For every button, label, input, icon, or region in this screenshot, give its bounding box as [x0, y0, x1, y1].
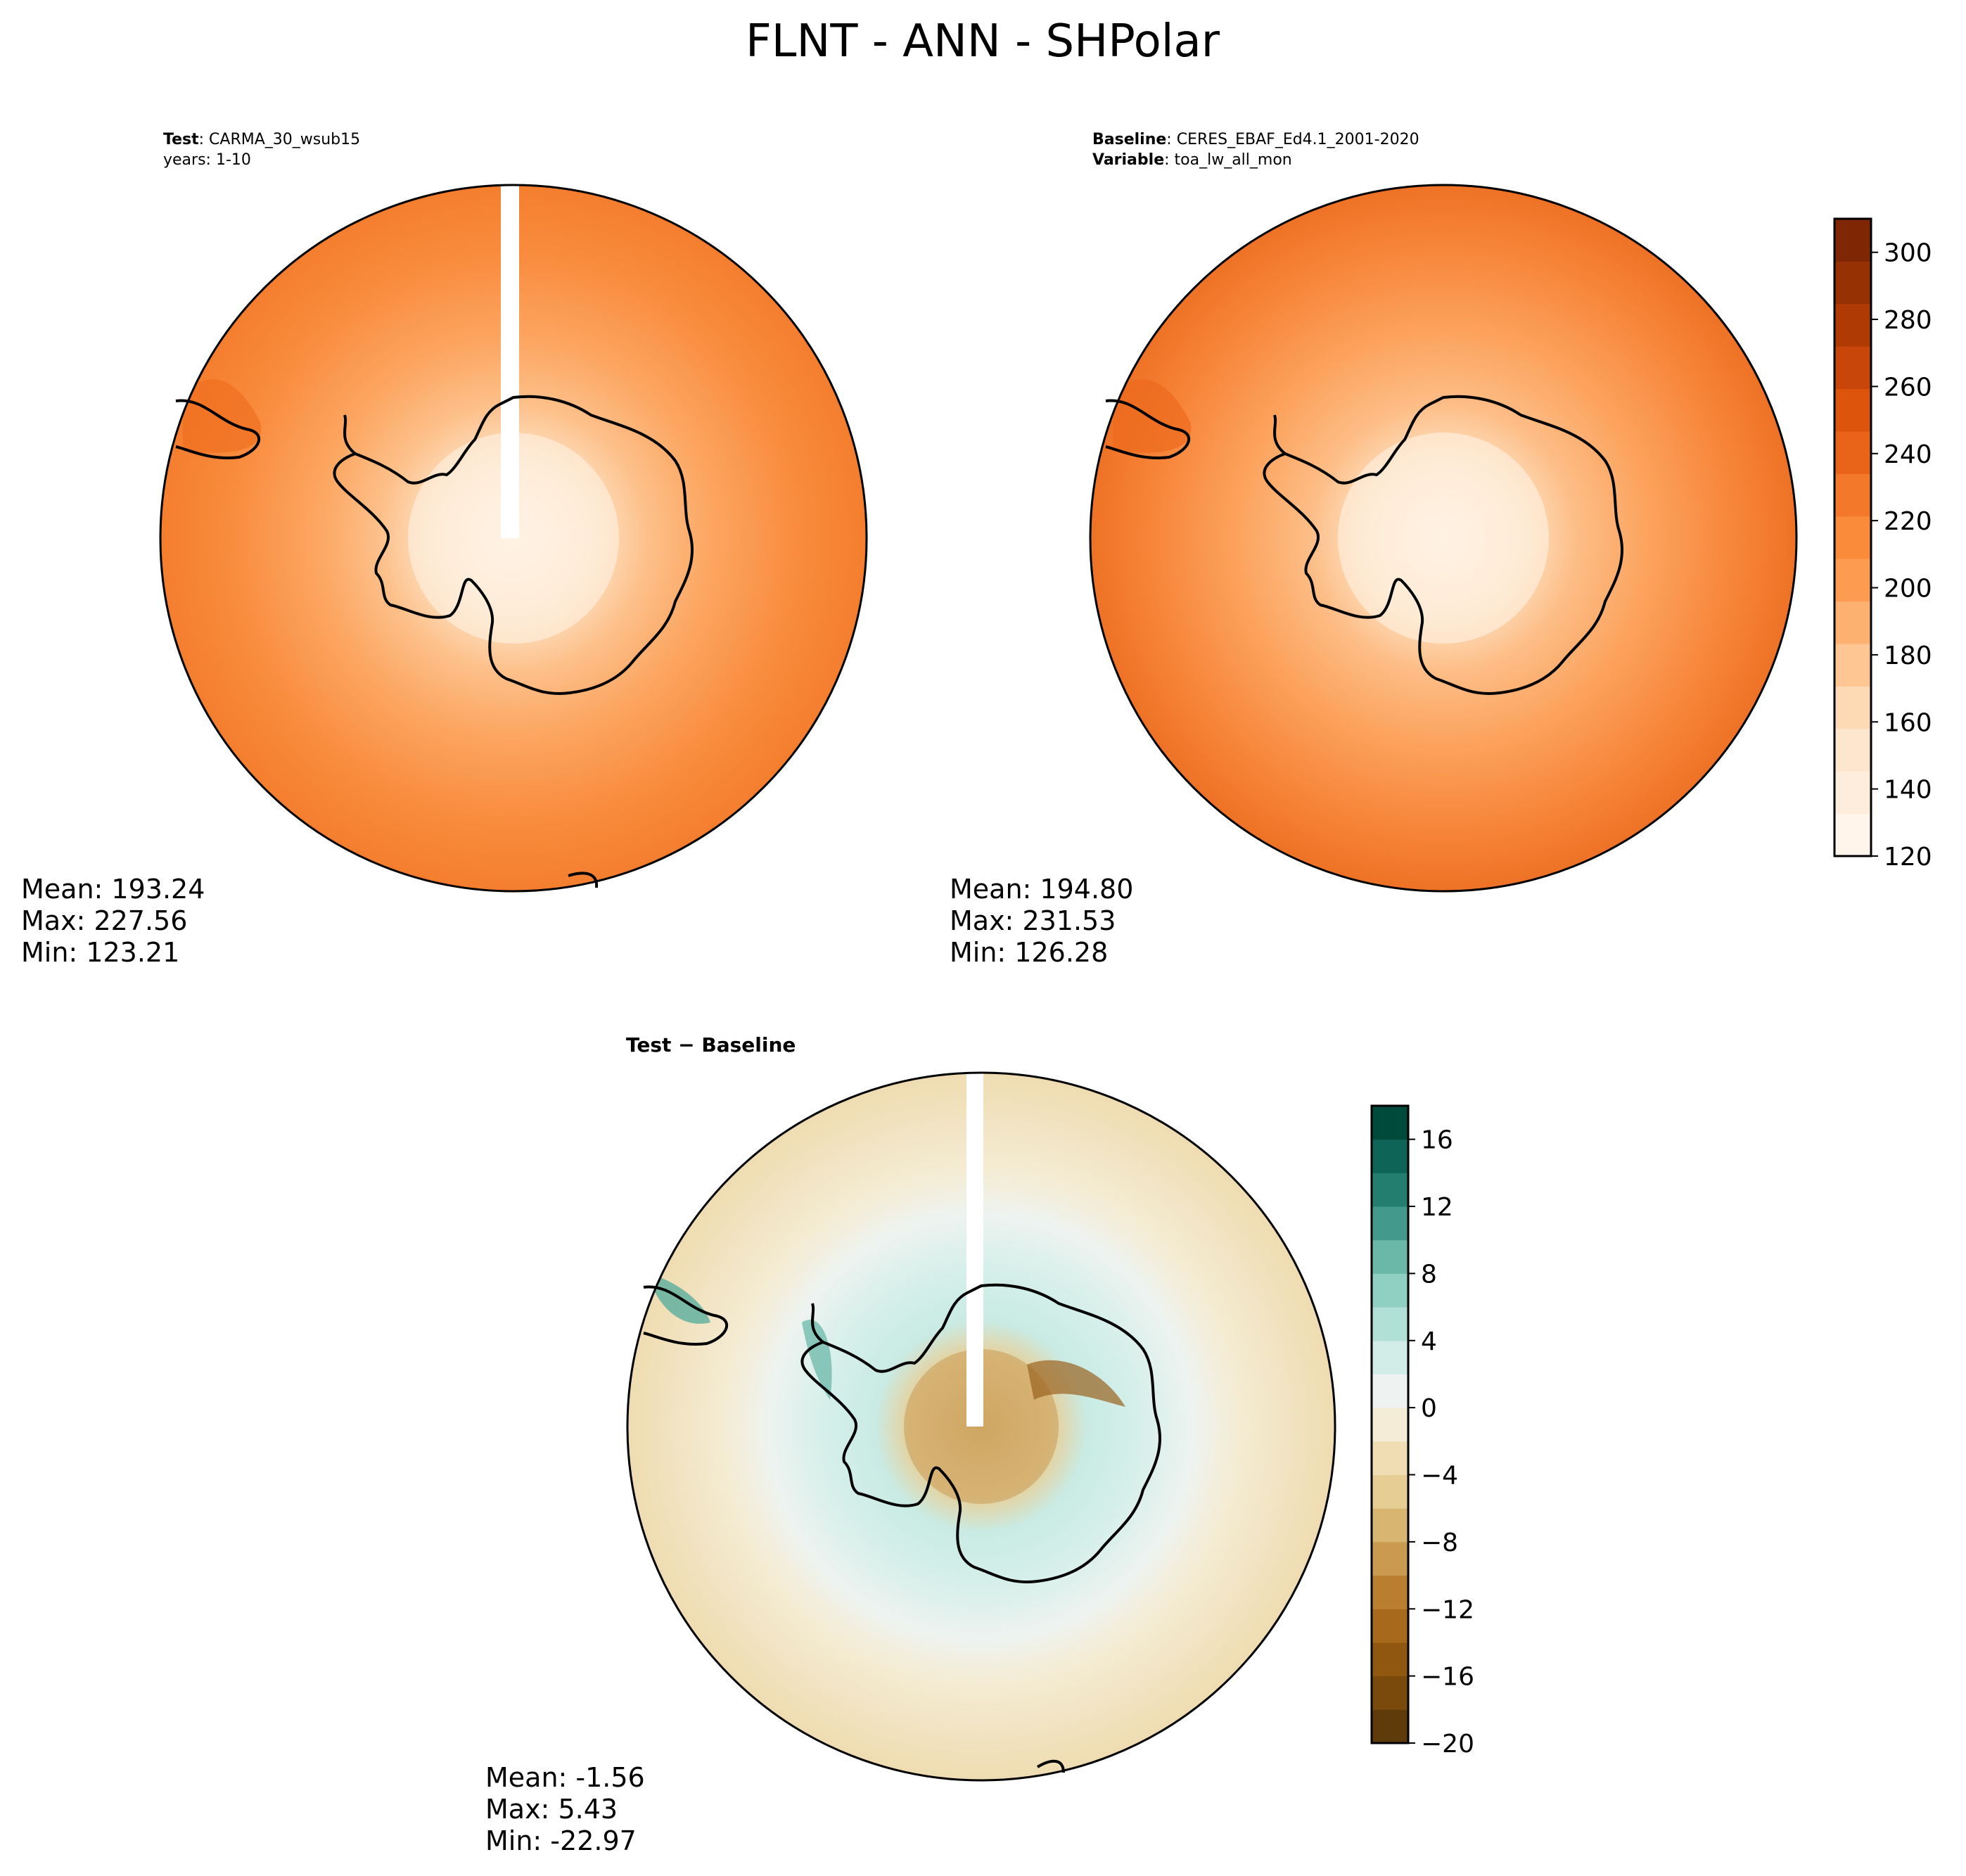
difference-colorbar-tick-label: −4	[1421, 1462, 1458, 1491]
difference-colorbar-segment	[1372, 1139, 1408, 1173]
main-colorbar-tick-label: 300	[1884, 239, 1932, 268]
difference-colorbar-segment	[1372, 1307, 1408, 1341]
baseline-min: Min: 126.28	[950, 937, 1108, 968]
baseline-map-border	[1089, 184, 1798, 893]
svg-text:Mean: -1.56 Max: 5.43: Mean: -1.56 Max: 5.43 Min: -22.97	[485, 1762, 653, 1856]
main-colorbar-segment	[1834, 728, 1871, 772]
difference-colorbar-segment	[1372, 1106, 1408, 1140]
main-colorbar-segment	[1834, 771, 1871, 815]
main-colorbar-tick-label: 240	[1884, 440, 1932, 469]
svg-text:Baseline: CERES_EBAF_Ed4.1_200: Baseline: CERES_EBAF_Ed4.1_2001-2020	[1092, 131, 1419, 148]
main-colorbar-tick-label: 220	[1884, 507, 1932, 536]
main-colorbar-tick-label: 280	[1884, 306, 1932, 335]
difference-colorbar-tick-label: −8	[1421, 1529, 1458, 1557]
difference-colorbar-segment	[1372, 1374, 1408, 1408]
main-colorbar-tick-label: 160	[1884, 708, 1932, 737]
test-map-border	[159, 184, 868, 893]
difference-colorbar: −20 −16 −12 −8 −4 0 4 8 12 16	[1370, 1104, 1474, 1759]
svg-text:Variable: toa_lw_all_mon: Variable: toa_lw_all_mon	[1092, 151, 1292, 169]
difference-colorbar-segment	[1372, 1609, 1408, 1643]
figure-title: FLNT - ANN - SHPolar	[746, 15, 1220, 68]
main-colorbar-tick-label: 140	[1884, 776, 1932, 805]
svg-text:Mean: 193.24 Max: 227.56: Mean: 193.24 Max: 227.56 Min: 123.21	[21, 874, 213, 968]
test-label-key: Test	[163, 131, 199, 148]
difference-colorbar-segment	[1372, 1642, 1408, 1677]
difference-colorbar-tick-label: −16	[1421, 1663, 1474, 1692]
main-colorbar-segment	[1834, 346, 1871, 390]
test-min: Min: 123.21	[21, 937, 179, 968]
baseline-max: Max: 231.53	[950, 905, 1116, 936]
main-colorbar-segment	[1834, 686, 1871, 729]
main-colorbar-segment	[1834, 473, 1871, 517]
difference-panel: Test − Baseline Mean: -1.56 Max: 5.43 Mi…	[485, 1033, 1336, 1856]
difference-max: Max: 5.43	[485, 1794, 618, 1825]
difference-title: Test − Baseline	[626, 1033, 796, 1057]
difference-min: Min: -22.97	[485, 1825, 637, 1856]
test-mean: Mean: 193.24	[21, 874, 205, 905]
test-max: Max: 227.56	[21, 905, 187, 936]
svg-text:Mean: 194.80 Max: 231.53: Mean: 194.80 Max: 231.53 Min: 126.28	[950, 874, 1142, 968]
difference-colorbar-segment	[1372, 1441, 1408, 1476]
baseline-panel: Baseline: CERES_EBAF_Ed4.1_2001-2020 Var…	[950, 131, 1798, 968]
svg-text:Test: CARMA_30_wsub15: Test: CARMA_30_wsub15	[163, 131, 360, 148]
difference-colorbar-segment	[1372, 1709, 1408, 1744]
main-colorbar-segment	[1834, 644, 1871, 687]
baseline-label-value: CERES_EBAF_Ed4.1_2001-2020	[1177, 131, 1419, 148]
difference-colorbar-segment	[1372, 1206, 1408, 1241]
difference-colorbar-tick-label: 12	[1421, 1193, 1453, 1222]
difference-colorbar-tick-label: 16	[1421, 1126, 1453, 1155]
difference-colorbar-segment	[1372, 1508, 1408, 1543]
difference-mean: Mean: -1.56	[485, 1762, 645, 1793]
variable-label-value: toa_lw_all_mon	[1175, 151, 1292, 169]
difference-colorbar-segment	[1372, 1676, 1408, 1710]
difference-colorbar-tick-label: −12	[1421, 1595, 1474, 1624]
main-colorbar-segment	[1834, 219, 1871, 262]
difference-colorbar-tick-label: 8	[1421, 1260, 1437, 1289]
main-colorbar-tick-label: 200	[1884, 575, 1932, 604]
difference-colorbar-tick-label: 4	[1421, 1327, 1437, 1356]
main-colorbar-segment	[1834, 388, 1871, 432]
difference-colorbar-segment	[1372, 1575, 1408, 1609]
baseline-mean: Mean: 194.80	[950, 874, 1133, 905]
main-colorbar-tick-label: 260	[1884, 373, 1932, 402]
test-label-value: CARMA_30_wsub15	[209, 131, 360, 148]
main-colorbar-tick-label: 120	[1884, 843, 1932, 872]
difference-colorbar-segment	[1372, 1474, 1408, 1509]
baseline-label-key: Baseline	[1092, 131, 1166, 148]
difference-colorbar-frame	[1370, 1104, 1410, 1744]
main-colorbar-segment	[1834, 516, 1871, 559]
difference-map-border	[626, 1071, 1336, 1782]
difference-colorbar-tick-label: −20	[1421, 1730, 1474, 1759]
difference-colorbar-tick-label: 0	[1421, 1394, 1437, 1423]
main-colorbar: 120 140 160 180 200 220 240 260 280 300	[1833, 217, 1932, 872]
difference-colorbar-segment	[1372, 1239, 1408, 1274]
difference-colorbar-segment	[1372, 1173, 1408, 1207]
main-colorbar-segment	[1834, 303, 1871, 347]
difference-colorbar-segment	[1372, 1541, 1408, 1576]
difference-colorbar-segment	[1372, 1340, 1408, 1374]
main-colorbar-tick-label: 180	[1884, 642, 1932, 670]
main-colorbar-frame	[1833, 217, 1872, 857]
main-colorbar-segment	[1834, 261, 1871, 305]
test-panel: Test: CARMA_30_wsub15 years: 1-10 Mean: …	[21, 131, 868, 968]
main-colorbar-segment	[1834, 813, 1871, 857]
test-years-label: years: 1-10	[163, 151, 251, 169]
main-colorbar-segment	[1834, 431, 1871, 474]
difference-colorbar-segment	[1372, 1408, 1408, 1442]
main-colorbar-segment	[1834, 601, 1871, 644]
main-colorbar-segment	[1834, 559, 1871, 602]
variable-label-key: Variable	[1092, 151, 1164, 169]
difference-colorbar-segment	[1372, 1273, 1408, 1308]
